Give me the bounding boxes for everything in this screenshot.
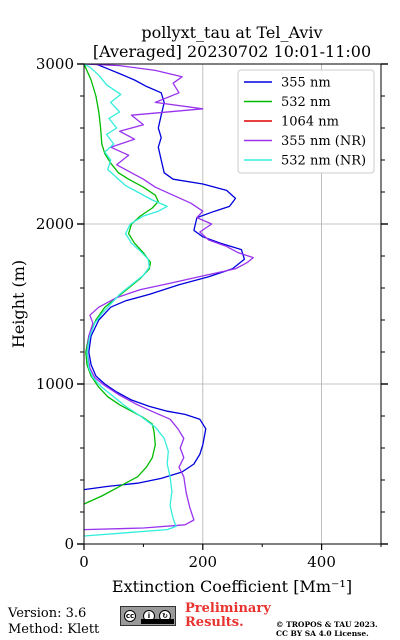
y-tick-label: 1000 (36, 375, 74, 393)
chart-subtitle: [Averaged] 20230702 10:01-11:00 (93, 42, 371, 61)
axis-ticks (77, 63, 388, 550)
x-tick-label: 400 (307, 553, 336, 571)
series-line-3 (83, 63, 254, 531)
series-line-0 (83, 63, 246, 491)
legend-label: 532 nm (NR) (281, 154, 366, 169)
y-tick-label: 3000 (36, 55, 74, 73)
version-label: Version: 3.6 (8, 606, 87, 621)
copyright-line2: CC BY SA 4.0 License. (276, 629, 369, 638)
legend-label: 532 nm (281, 95, 331, 110)
method-label: Method: Klett (8, 622, 100, 637)
y-tick-label: 2000 (36, 215, 74, 233)
series-line-4 (83, 63, 177, 537)
legend: 355 nm 532 nm 1064 nm 355 nm (NR) 532 nm (NR… (237, 69, 375, 174)
copyright-line1: © TROPOS & TAU 2023. (276, 620, 378, 629)
x-tick-label: 200 (188, 553, 217, 571)
x-tick-labels: 0 200 400 (79, 553, 336, 571)
license-band (141, 619, 174, 624)
x-tick-label: 0 (79, 553, 89, 571)
cc-by-sa-icon: cc i ↻ (120, 606, 176, 626)
extinction-profile-chart: pollyxt_tau at Tel_Aviv [Averaged] 20230… (9, 23, 388, 596)
legend-label: 355 nm (281, 76, 331, 91)
y-axis-label: Height (m) (9, 260, 28, 348)
preliminary-notice: Preliminary Results. (185, 602, 271, 630)
y-tick-label: 0 (64, 535, 74, 553)
legend-label: 1064 nm (281, 115, 339, 130)
chart-title: pollyxt_tau at Tel_Aviv (141, 23, 322, 42)
preliminary-line2: Results. (185, 615, 244, 630)
series-line-1 (83, 63, 159, 505)
series-lines (83, 63, 254, 537)
copyright-notice: © TROPOS & TAU 2023. CC BY SA 4.0 Licens… (276, 620, 378, 638)
y-tick-labels: 0 1000 2000 3000 (36, 55, 74, 553)
legend-label: 355 nm (NR) (281, 134, 366, 149)
cc-icon: cc (124, 610, 136, 622)
legend-box (237, 69, 375, 174)
x-axis-label: Extinction Coefficient [Mm⁻¹] (112, 577, 352, 596)
plot-area-frame (83, 63, 382, 545)
preliminary-line1: Preliminary (185, 601, 271, 616)
